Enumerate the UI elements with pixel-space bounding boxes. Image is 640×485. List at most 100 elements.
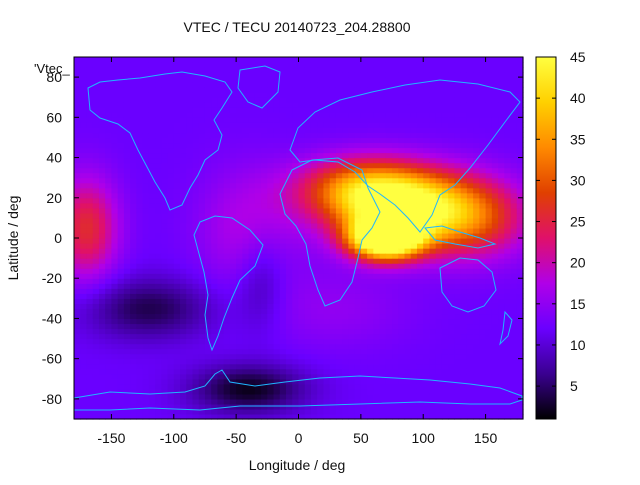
heatmap-cell <box>267 378 275 385</box>
heatmap-cell <box>335 288 343 294</box>
heatmap-cell <box>173 77 181 83</box>
heatmap-cell <box>504 278 512 284</box>
heatmap-cell <box>429 62 437 68</box>
heatmap-cell <box>111 313 119 320</box>
heatmap-cell <box>416 328 424 335</box>
heatmap-cell <box>211 82 219 88</box>
heatmap-cell <box>173 202 181 209</box>
heatmap-cell <box>92 403 100 410</box>
heatmap-cell <box>86 97 94 103</box>
heatmap-cell <box>74 408 81 415</box>
heatmap-cell <box>273 112 281 118</box>
heatmap-cell <box>373 167 381 174</box>
heatmap-cell <box>186 303 194 309</box>
heatmap-cell <box>204 82 212 88</box>
heatmap-cell <box>448 162 456 169</box>
heatmap-cell <box>435 152 443 159</box>
heatmap-cell <box>423 358 431 365</box>
heatmap-cell <box>398 102 406 108</box>
heatmap-cell <box>498 253 505 259</box>
heatmap-cell <box>180 187 187 194</box>
heatmap-cell <box>136 273 144 279</box>
heatmap-cell <box>198 112 206 118</box>
heatmap-cell <box>392 222 399 229</box>
heatmap-cell <box>286 413 293 420</box>
heatmap-cell <box>273 142 281 149</box>
heatmap-cell <box>211 238 219 244</box>
heatmap-cell <box>167 207 175 214</box>
heatmap-cell <box>74 62 81 68</box>
heatmap-cell <box>298 127 306 134</box>
heatmap-cell <box>304 313 312 320</box>
heatmap-cell <box>454 258 462 264</box>
heatmap-cell <box>373 403 381 410</box>
heatmap-cell <box>473 268 480 274</box>
heatmap-cell <box>148 378 156 385</box>
heatmap-cell <box>435 227 443 234</box>
heatmap-cell <box>192 207 200 214</box>
heatmap-cell <box>273 232 281 239</box>
heatmap-cell <box>273 222 281 229</box>
heatmap-cell <box>360 333 368 340</box>
heatmap-cell <box>292 243 300 249</box>
heatmap-cell <box>248 328 256 335</box>
heatmap-cell <box>304 102 312 108</box>
heatmap-cell <box>460 72 468 78</box>
heatmap-cell <box>404 283 412 289</box>
heatmap-cell <box>130 403 137 410</box>
heatmap-cell <box>429 263 437 269</box>
heatmap-cell <box>111 413 119 420</box>
heatmap-cell <box>261 238 268 244</box>
heatmap-cell <box>86 182 94 189</box>
heatmap-cell <box>485 393 493 400</box>
heatmap-cell <box>192 398 200 405</box>
heatmap-cell <box>117 283 125 289</box>
heatmap-cell <box>198 368 206 375</box>
heatmap-cell <box>186 202 194 209</box>
heatmap-cell <box>74 358 81 365</box>
heatmap-cell <box>498 318 505 325</box>
heatmap-cell <box>86 62 94 68</box>
heatmap-cell <box>92 222 100 229</box>
heatmap-cell <box>423 172 431 179</box>
heatmap-cell <box>80 192 88 199</box>
heatmap-cell <box>404 117 412 123</box>
heatmap-cell <box>373 217 381 224</box>
heatmap-cell <box>130 117 137 123</box>
heatmap-cell <box>80 313 88 320</box>
heatmap-cell <box>304 72 312 78</box>
heatmap-cell <box>298 308 306 315</box>
heatmap-cell <box>186 243 194 249</box>
heatmap-cell <box>429 137 437 144</box>
heatmap-cell <box>479 363 487 370</box>
heatmap-cell <box>74 258 81 264</box>
heatmap-cell <box>273 308 281 315</box>
heatmap-cell <box>186 87 194 93</box>
heatmap-cell <box>367 222 374 229</box>
heatmap-cell <box>304 197 312 204</box>
heatmap-cell <box>204 92 212 98</box>
heatmap-cell <box>448 112 456 118</box>
heatmap-cell <box>142 398 150 405</box>
heatmap-cell <box>323 222 331 229</box>
heatmap-cell <box>229 313 237 320</box>
heatmap-cell <box>317 363 325 370</box>
heatmap-cell <box>242 77 250 83</box>
heatmap-cell <box>148 72 156 78</box>
heatmap-cell <box>148 222 156 229</box>
heatmap-cell <box>491 202 499 209</box>
heatmap-cell <box>242 192 250 199</box>
heatmap-cell <box>267 363 275 370</box>
heatmap-cell <box>155 358 162 365</box>
heatmap-cell <box>111 323 119 330</box>
heatmap-cell <box>248 413 256 420</box>
heatmap-cell <box>310 142 318 149</box>
heatmap-cell <box>136 363 144 370</box>
heatmap-cell <box>298 288 306 294</box>
heatmap-cell <box>136 162 144 169</box>
heatmap-cell <box>142 403 150 410</box>
heatmap-cell <box>460 82 468 88</box>
heatmap-cell <box>360 177 368 184</box>
heatmap-cell <box>204 157 212 164</box>
heatmap-cell <box>279 112 287 118</box>
